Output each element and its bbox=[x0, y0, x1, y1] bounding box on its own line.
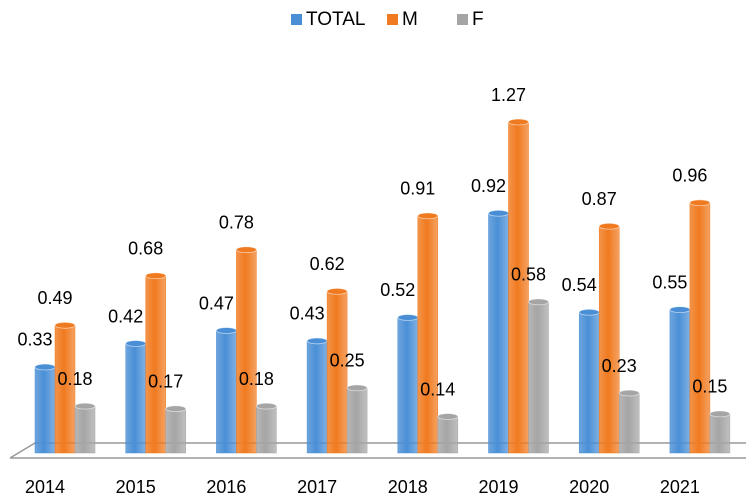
data-label: 0.92 bbox=[471, 176, 506, 196]
x-tick-label: 2015 bbox=[116, 477, 156, 497]
data-label: 0.96 bbox=[672, 166, 707, 186]
data-label: 0.58 bbox=[511, 265, 546, 285]
bar-cap bbox=[255, 402, 277, 410]
data-label: 0.42 bbox=[108, 306, 143, 326]
data-label: 0.14 bbox=[420, 379, 455, 399]
bar bbox=[306, 340, 328, 454]
bar bbox=[34, 366, 56, 454]
x-tick-label: 2014 bbox=[25, 477, 65, 497]
data-label: 0.49 bbox=[37, 288, 72, 308]
data-label: 0.33 bbox=[17, 330, 52, 350]
bar bbox=[125, 343, 146, 454]
bar bbox=[397, 317, 419, 454]
bar bbox=[216, 330, 237, 454]
bar bbox=[709, 413, 731, 454]
legend-label: TOTAL bbox=[306, 9, 365, 30]
x-tick-label: 2020 bbox=[569, 477, 609, 497]
bar bbox=[145, 275, 166, 454]
bar-cap bbox=[528, 298, 549, 306]
bar-cap bbox=[74, 402, 96, 410]
bar-cap bbox=[326, 288, 348, 295]
bar bbox=[256, 405, 277, 454]
bar bbox=[346, 387, 368, 454]
bar bbox=[669, 309, 691, 454]
x-tick-label: 2021 bbox=[660, 477, 700, 497]
bar-cap bbox=[488, 209, 509, 217]
legend-label: F bbox=[472, 9, 484, 30]
data-label: 0.18 bbox=[239, 369, 274, 389]
bar bbox=[417, 215, 439, 454]
data-label: 0.23 bbox=[602, 356, 637, 376]
legend-swatch bbox=[387, 14, 398, 25]
data-label: 0.78 bbox=[219, 212, 254, 232]
bar bbox=[74, 405, 96, 454]
bar-cap bbox=[598, 222, 620, 230]
x-tick-label: 2018 bbox=[388, 477, 428, 497]
legend-swatch bbox=[457, 14, 468, 25]
bar-cap bbox=[34, 363, 56, 371]
bar-cap bbox=[306, 337, 328, 345]
bar bbox=[165, 408, 186, 454]
bar bbox=[598, 226, 620, 454]
legend-swatch bbox=[291, 14, 302, 25]
bar-cap bbox=[689, 199, 711, 207]
bar-cap bbox=[397, 314, 419, 321]
data-label: 0.54 bbox=[562, 275, 597, 295]
bar bbox=[689, 202, 711, 454]
bar bbox=[488, 212, 509, 454]
bar-cap bbox=[578, 308, 600, 316]
data-label: 0.25 bbox=[330, 351, 365, 371]
bar-cap bbox=[125, 340, 147, 347]
data-label: 0.43 bbox=[290, 304, 325, 324]
data-label: 0.87 bbox=[582, 189, 617, 209]
data-label: 0.15 bbox=[692, 377, 727, 397]
bar-cap bbox=[437, 413, 459, 420]
x-tick-label: 2017 bbox=[297, 477, 337, 497]
data-label: 1.27 bbox=[491, 85, 526, 105]
data-label: 0.91 bbox=[400, 179, 435, 199]
bar-cap bbox=[669, 306, 691, 314]
bar bbox=[54, 325, 76, 454]
bar bbox=[437, 416, 459, 454]
bar bbox=[508, 121, 529, 454]
data-label: 0.68 bbox=[128, 239, 163, 259]
data-label: 0.62 bbox=[310, 254, 345, 274]
bar-cap bbox=[508, 118, 529, 126]
bar-cap bbox=[346, 384, 368, 392]
bar bbox=[618, 392, 640, 454]
bar-cap bbox=[145, 272, 167, 280]
data-label: 0.17 bbox=[148, 371, 183, 391]
data-label: 0.52 bbox=[380, 280, 415, 300]
data-label: 0.47 bbox=[199, 293, 234, 313]
bar bbox=[578, 312, 600, 454]
bar-cap bbox=[417, 212, 439, 220]
bar-cap bbox=[215, 327, 237, 334]
data-label: 0.18 bbox=[57, 369, 92, 389]
data-label: 0.55 bbox=[652, 272, 687, 292]
bar-cap bbox=[618, 389, 640, 397]
x-tick-label: 2016 bbox=[206, 477, 246, 497]
bar bbox=[326, 291, 348, 454]
bar-cap bbox=[235, 246, 257, 254]
bar bbox=[528, 301, 549, 454]
bar-cap bbox=[709, 410, 731, 418]
x-tick-label: 2019 bbox=[478, 477, 518, 497]
bar-cap bbox=[54, 321, 76, 329]
legend-label: M bbox=[402, 9, 418, 30]
bar-cap bbox=[165, 405, 187, 413]
bar bbox=[236, 249, 257, 454]
